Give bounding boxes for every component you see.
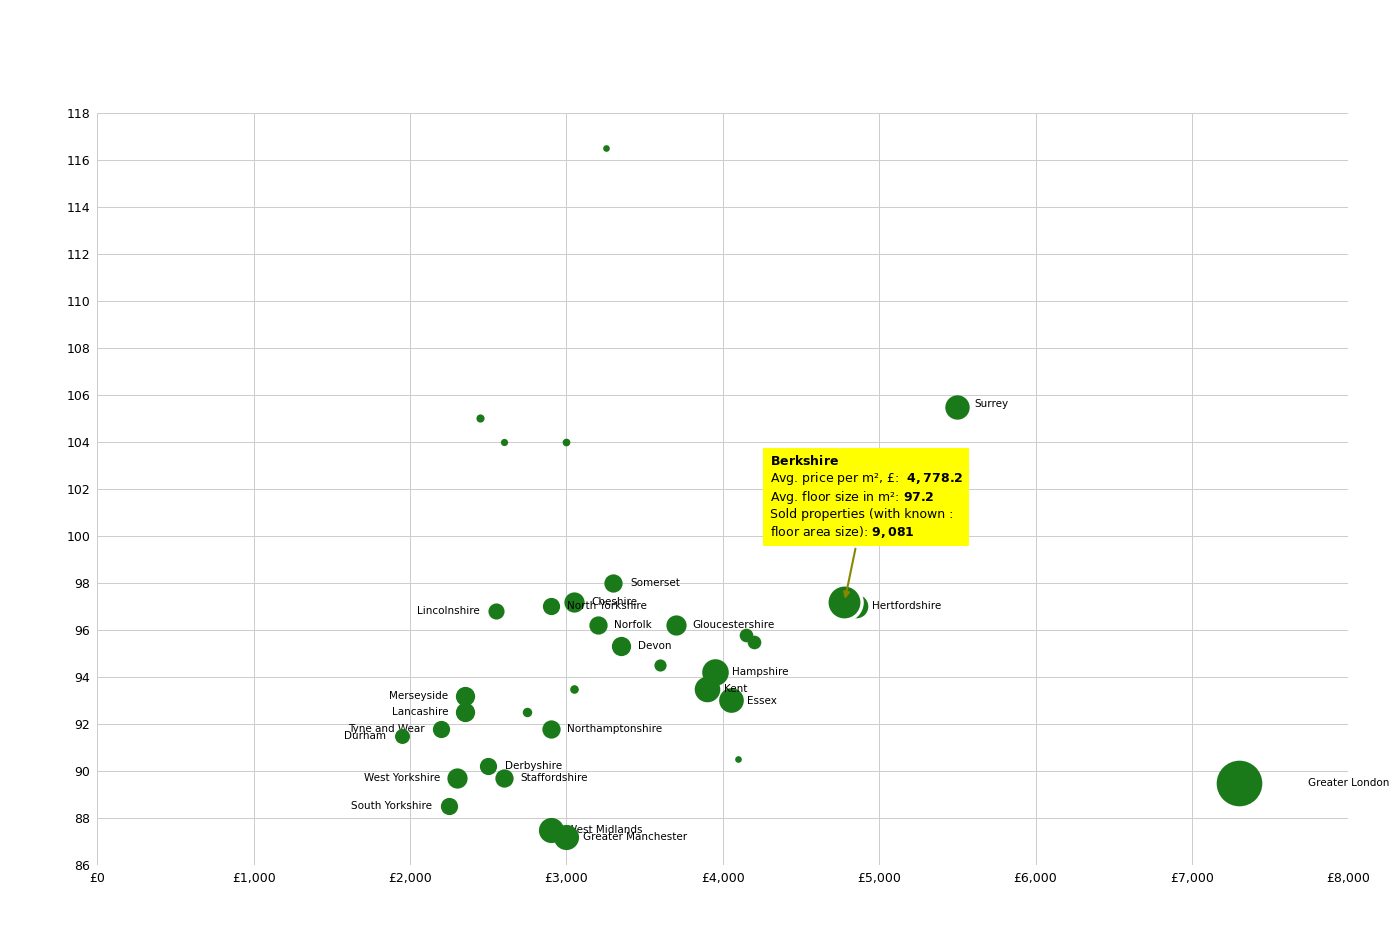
Point <box>539 822 562 837</box>
Point <box>539 599 562 614</box>
Point <box>453 688 475 703</box>
Text: South Yorkshire: South Yorkshire <box>352 801 432 811</box>
Point <box>431 721 453 736</box>
Point <box>516 704 538 719</box>
Point <box>735 627 758 642</box>
Point <box>493 770 516 785</box>
Text: $\bf{Berkshire}$
Avg. price per m², £:  $\bf{4,778.2}$
Avg. floor size in m²: $\: $\bf{Berkshire}$ Avg. price per m², £: $… <box>770 453 963 597</box>
Text: Greater London: Greater London <box>1308 777 1390 788</box>
Point <box>438 798 460 813</box>
Text: Tyne and Wear: Tyne and Wear <box>348 724 425 733</box>
Point <box>720 693 742 708</box>
Point <box>453 704 475 719</box>
Point <box>539 721 562 736</box>
Point <box>391 728 413 743</box>
Point <box>595 140 617 155</box>
Point <box>602 575 624 590</box>
Text: Derbyshire: Derbyshire <box>505 761 562 771</box>
Text: Cheshire: Cheshire <box>591 597 637 606</box>
Text: Hampshire: Hampshire <box>731 667 788 677</box>
Text: Merseyside: Merseyside <box>389 691 448 700</box>
Text: West Midlands: West Midlands <box>567 824 644 835</box>
Point <box>485 603 507 619</box>
Text: Durham: Durham <box>343 730 385 741</box>
Text: Greater Manchester: Greater Manchester <box>582 832 687 841</box>
Text: Surrey: Surrey <box>974 399 1008 409</box>
Point <box>556 829 578 844</box>
Point <box>664 618 687 633</box>
Point <box>947 399 969 414</box>
Text: Lincolnshire: Lincolnshire <box>417 606 480 616</box>
Point <box>744 634 766 649</box>
Point <box>610 639 632 654</box>
Point <box>727 751 749 766</box>
Point <box>834 594 856 609</box>
Point <box>470 411 492 426</box>
Point <box>493 434 516 449</box>
Text: North Yorkshire: North Yorkshire <box>567 602 648 611</box>
Text: Lancashire: Lancashire <box>392 707 448 717</box>
Text: Essex: Essex <box>748 696 777 706</box>
Text: Somerset: Somerset <box>630 578 680 588</box>
Point <box>703 665 726 680</box>
Text: Hertfordshire: Hertfordshire <box>873 602 941 611</box>
Point <box>587 618 609 633</box>
Point <box>834 594 856 609</box>
Point <box>696 681 719 696</box>
Text: Gloucestershire: Gloucestershire <box>692 620 774 630</box>
Text: Norfolk: Norfolk <box>614 620 652 630</box>
Text: Northamptonshire: Northamptonshire <box>567 724 663 733</box>
Point <box>1227 775 1250 790</box>
Text: Kent: Kent <box>724 683 748 694</box>
Point <box>563 594 585 609</box>
Point <box>477 759 499 774</box>
Point <box>556 434 578 449</box>
Point <box>446 770 468 785</box>
Text: West Yorkshire: West Yorkshire <box>364 773 441 783</box>
Point <box>845 599 867 614</box>
Point <box>563 681 585 696</box>
Text: Staffordshire: Staffordshire <box>520 773 588 783</box>
Point <box>649 657 671 672</box>
Text: Devon: Devon <box>638 641 671 651</box>
